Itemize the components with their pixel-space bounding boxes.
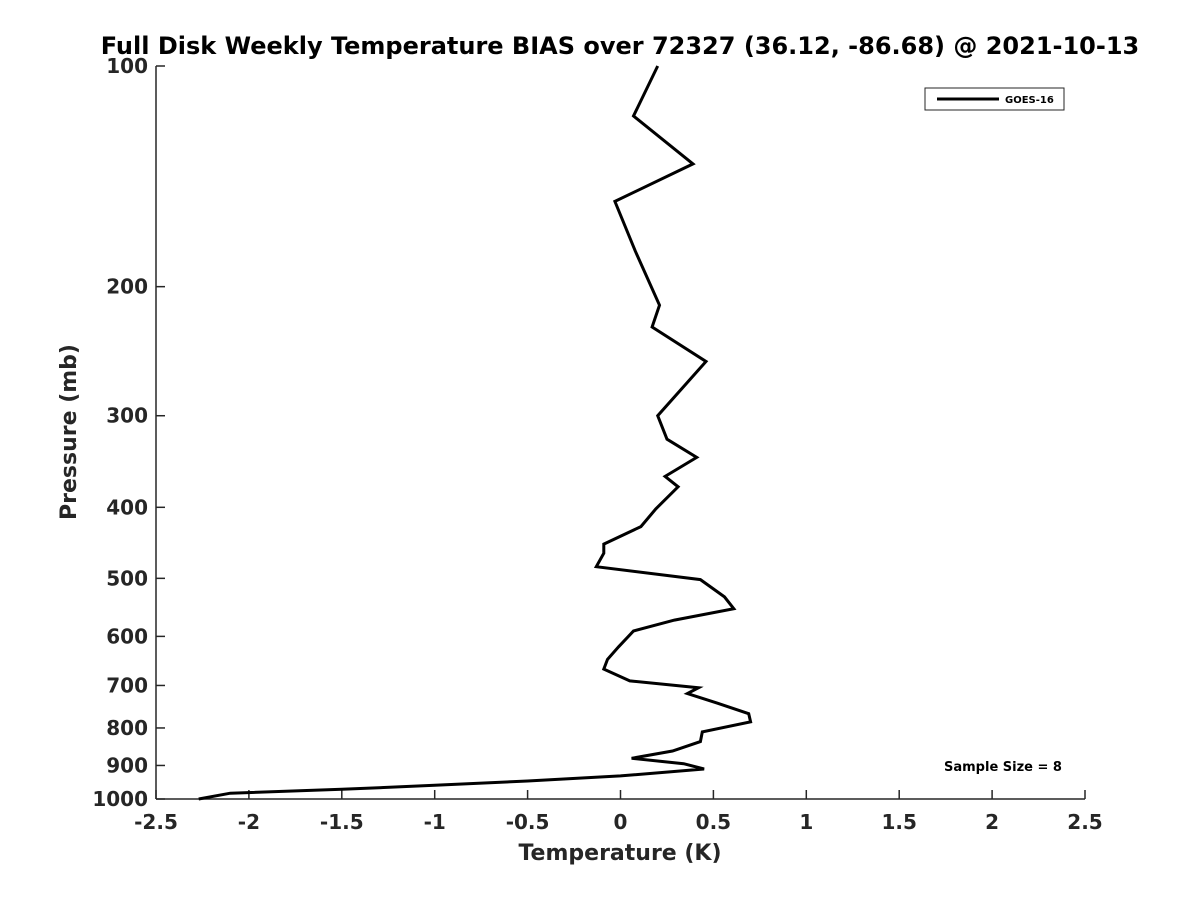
y-ticks: 100 200 300 400 500 600 700 800 900 1000 [92, 54, 165, 811]
x-axis-label: Temperature (K) [518, 841, 721, 866]
y-tick-label: 900 [106, 753, 148, 777]
y-tick-label: 200 [106, 275, 148, 299]
x-tick-label: -1.5 [320, 810, 364, 834]
x-tick-label: -2 [238, 810, 260, 834]
x-tick-label: 1 [799, 810, 813, 834]
x-tick-label: 0.5 [696, 810, 731, 834]
axes [155, 66, 1085, 800]
x-tick-label: 2 [985, 810, 999, 834]
y-tick-label: 100 [106, 54, 148, 78]
y-tick-label: 500 [106, 566, 148, 590]
y-tick-label: 400 [106, 495, 148, 519]
y-tick-label: 600 [106, 624, 148, 648]
x-tick-label: -2.5 [134, 810, 178, 834]
series-line-goes-16 [198, 65, 753, 801]
y-tick-label: 800 [106, 716, 148, 740]
x-tick-label: 0 [614, 810, 628, 834]
series-layer [198, 65, 753, 801]
y-tick-label: 700 [106, 673, 148, 697]
sample-size-annotation: Sample Size = 8 [944, 760, 1062, 775]
x-tick-label: 2.5 [1067, 810, 1102, 834]
x-tick-label: -1 [424, 810, 446, 834]
y-tick-label: 300 [106, 404, 148, 428]
x-ticks: -2.5 -2 -1.5 -1 -0.5 0 0.5 1 1.5 2 2.5 [134, 790, 1103, 834]
x-tick-label: 1.5 [881, 810, 916, 834]
x-tick-label: -0.5 [506, 810, 550, 834]
y-tick-label: 1000 [92, 787, 148, 811]
chart-title: Full Disk Weekly Temperature BIAS over 7… [101, 32, 1140, 60]
y-axis-label: Pressure (mb) [57, 344, 82, 520]
legend-label-goes-16: GOES-16 [1005, 95, 1054, 106]
legend: GOES-16 [924, 87, 1065, 111]
